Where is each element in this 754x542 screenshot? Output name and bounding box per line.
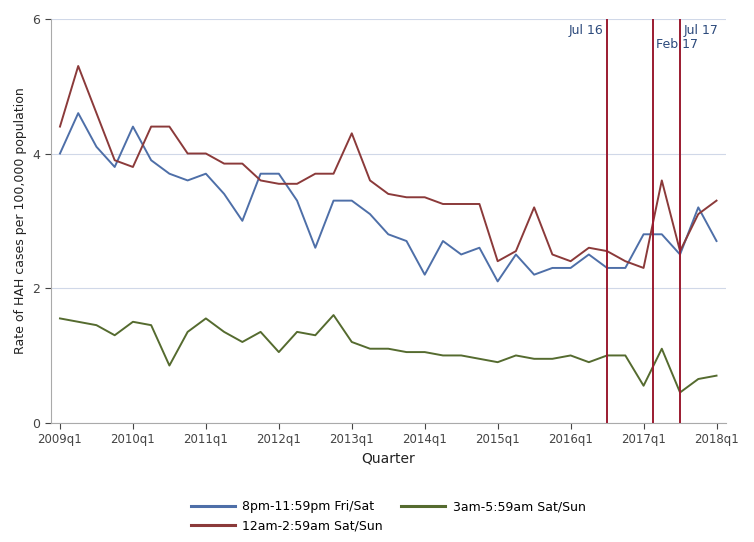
Legend: 8pm-11:59pm Fri/Sat, 12am-2:59am Sat/Sun, 3am-5:59am Sat/Sun: 8pm-11:59pm Fri/Sat, 12am-2:59am Sat/Sun… [186, 495, 590, 538]
Y-axis label: Rate of HAH cases per 100,000 population: Rate of HAH cases per 100,000 population [14, 87, 27, 354]
Text: Feb 17: Feb 17 [656, 38, 698, 51]
Text: Jul 17: Jul 17 [684, 24, 719, 37]
X-axis label: Quarter: Quarter [361, 451, 415, 466]
Text: Jul 16: Jul 16 [569, 24, 603, 37]
